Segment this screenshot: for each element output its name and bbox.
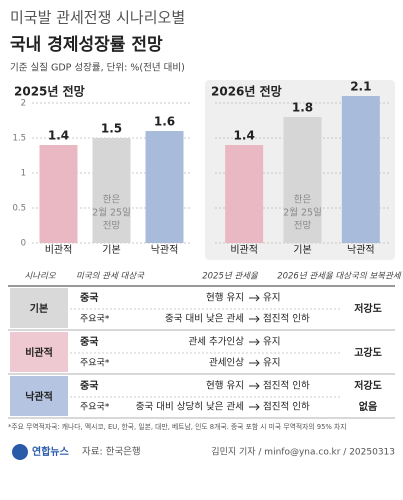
annotation: 2월 25일 [283,207,322,219]
annotation: 한은 [294,195,312,206]
value-label: 1.5 [101,122,122,136]
annotation: 2월 25일 [92,207,131,219]
bar [92,138,131,243]
bar [39,145,78,243]
bar [225,145,264,243]
target: 중국 [80,336,98,348]
tariff-2025: 중국 대비 낮은 관세 [165,314,244,325]
scenario-cell [10,376,68,416]
annotation: 전망 [103,221,121,232]
source: 자료: 한국은행 [82,446,141,458]
scenario-label: 비관적 [25,346,53,359]
bar [283,117,322,243]
target: 주요국* [80,314,110,325]
arrow [249,403,260,411]
column-header: 미국의 관세 대상국 [76,271,145,282]
kicker: 미국발 관세전쟁 시나리오별 [10,9,185,27]
y-tick-label: 0 [21,239,26,249]
arrow [249,359,260,367]
tariff-2026: 점진적 인하 [263,380,310,392]
x-tick-label: 낙관적 [347,244,375,256]
target: 주요국* [80,402,110,413]
bar [341,96,380,243]
subtitle: 기준 실질 GDP 성장률, 단위: %(전년 대비) [10,62,185,74]
retaliation: 없음 [359,400,377,413]
target: 중국 [80,292,98,304]
tariff-2026: 점진적 인하 [263,401,310,413]
column-header: 시나리오 [24,271,56,282]
column-header: 대상국의 보복관세 [335,271,401,282]
target: 중국 [80,380,98,392]
credit: 김민지 기자 / minfo@yna.co.kr / 20250313 [211,446,395,458]
x-tick-label: 비관적 [45,244,73,256]
target: 주요국* [80,358,110,369]
scenario-label: 낙관적 [25,390,53,403]
retaliation: 저강도 [354,379,382,392]
logo: 연합뉴스 [32,445,69,458]
arrow [249,382,260,390]
x-tick-label: 기본 [293,244,311,256]
chart-title: 2026년 전망 [211,84,282,99]
value-label: 1.8 [292,101,313,115]
tariff-2025: 관세 추가인상 [189,337,245,348]
chart-title: 2025년 전망 [14,84,85,99]
arrow [249,315,260,323]
column-header: 2025년 관세율 [202,271,259,282]
arrow [249,338,260,346]
x-tick-label: 기본 [102,244,120,256]
annotation: 전망 [294,221,312,232]
value-label: 1.4 [234,129,255,143]
footnote: *주요 무역적자국: 캐나다, 멕시코, EU, 한국, 일본, 대만, 베트남… [8,422,347,431]
tariff-2025: 관세인상 [209,358,244,369]
scenario-cell [10,288,68,328]
tariff-2026: 유지 [263,358,280,369]
annotation: 한은 [103,195,121,206]
scenario-cell [10,332,68,372]
tariff-2025: 현행 유지 [206,292,244,304]
tariff-2026: 점진적 인하 [263,313,310,325]
tariff-2025: 중국 대비 상당히 낮은 관세 [136,402,244,413]
retaliation: 고강도 [354,346,382,359]
title: 국내 경제성장률 전망 [10,35,163,55]
value-label: 1.4 [48,129,69,143]
tariff-2025: 현행 유지 [206,380,244,392]
y-tick-label: 0.5 [12,204,26,214]
arrow [249,294,260,302]
value-label: 2.1 [350,80,371,94]
bar [145,131,184,243]
value-label: 1.6 [154,115,175,129]
y-tick-label: 1.5 [12,134,26,144]
x-tick-label: 낙관적 [151,244,179,256]
retaliation: 저강도 [354,302,382,315]
logo-icon [12,444,28,460]
tariff-2026: 유지 [263,293,280,304]
y-tick-label: 2 [21,99,26,109]
tariff-2026: 유지 [263,337,280,348]
x-tick-label: 비관적 [230,244,258,256]
scenario-label: 기본 [30,302,48,315]
y-tick-label: 1 [21,169,26,179]
column-header: 2026년 관세율 [277,271,334,282]
